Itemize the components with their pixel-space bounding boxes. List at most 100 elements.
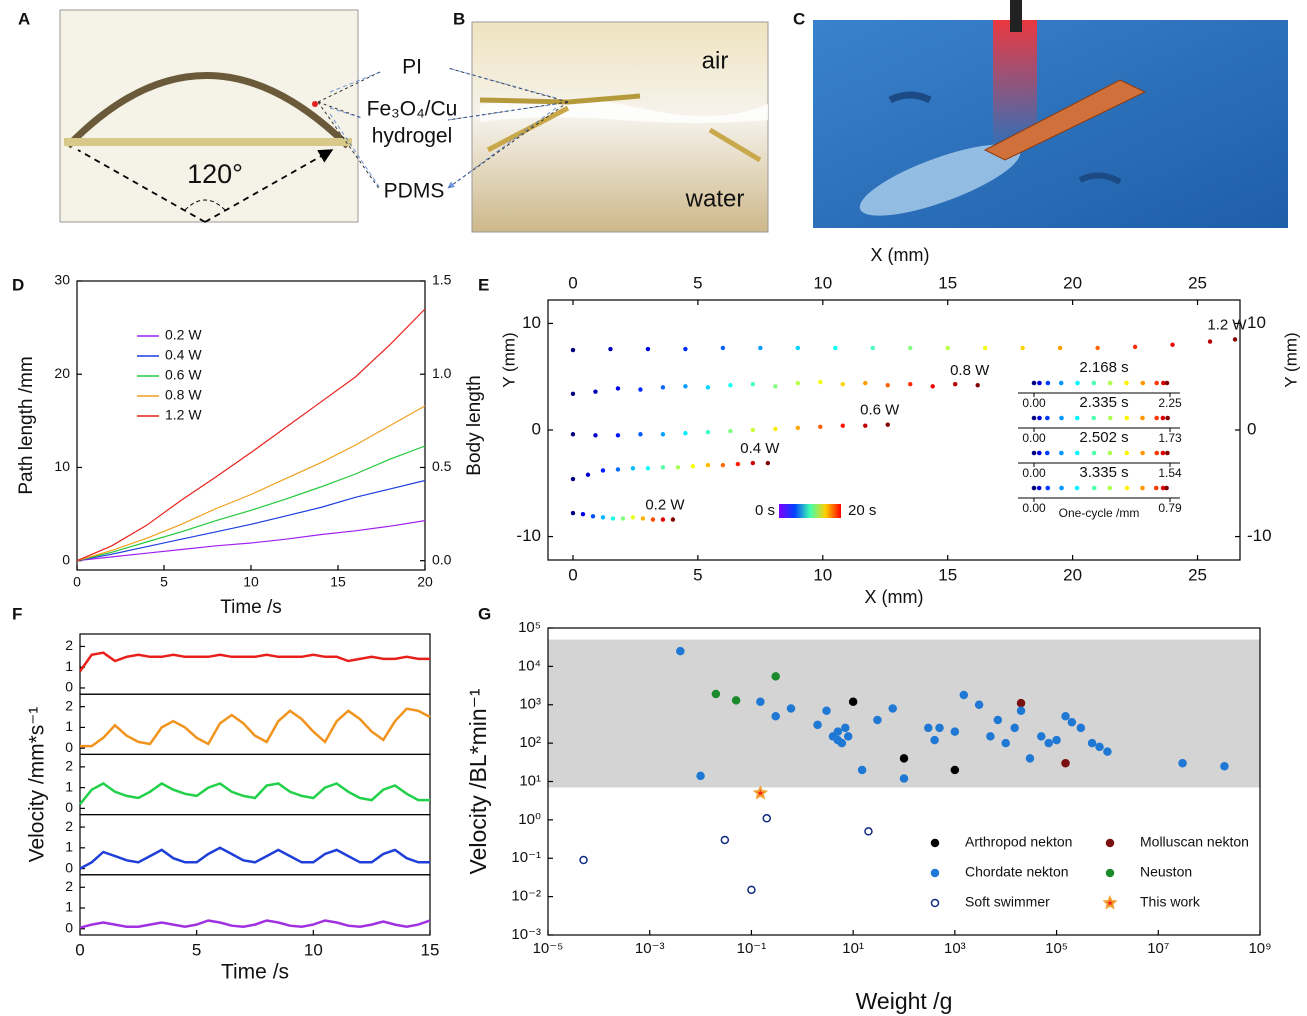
trajectory-point (593, 433, 598, 438)
trajectory-point (638, 387, 643, 392)
point (1061, 712, 1070, 721)
trajectory-point (945, 345, 950, 351)
point (813, 720, 822, 730)
photo-a: 120° (59, 9, 359, 223)
point (833, 727, 843, 736)
path-line (76, 308, 426, 562)
inset-point (1037, 415, 1042, 421)
inset-tick-label: 1.73 (1158, 431, 1182, 445)
photo-frame (471, 21, 769, 233)
point (1016, 698, 1026, 708)
inset-point (1091, 380, 1097, 386)
inset-tick-label: 0.00 (1022, 396, 1046, 410)
trajectory-point (1132, 344, 1138, 350)
trajectory-point (670, 517, 676, 522)
point (579, 855, 588, 865)
inset-point (1124, 415, 1130, 421)
tick-label: 0 (65, 799, 73, 815)
trajectory-point (660, 432, 666, 437)
legend-label: Chordate nekton (965, 864, 1069, 880)
swimmer (983, 79, 1147, 161)
trajectory-point (750, 427, 756, 433)
tick-label: 1.5 (432, 272, 452, 288)
inset-point (1124, 380, 1129, 386)
trajectory-point (795, 380, 801, 386)
point (1037, 732, 1046, 741)
series-label: 0.4 W (740, 440, 780, 457)
flat-strip (64, 138, 352, 146)
inset-row-label: 2.335 s (1079, 394, 1128, 411)
point (950, 727, 960, 736)
trajectory-point (615, 386, 621, 391)
inset-point (1058, 380, 1064, 386)
fish (1078, 172, 1122, 185)
layer-labels: PI Fe₃O₄/Cu hydrogel PDMS (317, 56, 569, 203)
tick-label: 15 (330, 574, 346, 590)
inset-point (1031, 450, 1037, 456)
legend-marker (930, 868, 940, 878)
inset-point (1107, 380, 1113, 386)
tick-label: 10⁵ (518, 619, 541, 636)
tick-label: 10¹ (519, 772, 541, 789)
tick-label: 0 (65, 859, 73, 875)
trajectory-point (735, 461, 741, 467)
path-line (76, 520, 426, 562)
trajectory-point (593, 389, 598, 394)
trajectory-point (1170, 342, 1175, 347)
point (1095, 742, 1104, 752)
point (888, 704, 897, 713)
inset-point (1153, 485, 1159, 491)
point (899, 774, 909, 783)
tick-label: 0 (65, 739, 73, 755)
point (756, 697, 765, 706)
strip (486, 105, 570, 153)
series-label: 0.8 W (950, 362, 990, 379)
trajectory-point (720, 462, 726, 468)
wake (859, 144, 1021, 216)
trajectory-point (953, 381, 958, 387)
inset-point (1160, 450, 1166, 456)
tick-label: 1 (65, 718, 73, 734)
x-axis-label: Time /s (220, 597, 282, 618)
inset-point (1074, 415, 1080, 421)
point (1025, 754, 1035, 763)
trajectory-point (683, 430, 688, 436)
inset-row-label: 3.335 s (1079, 464, 1128, 481)
inset-point (1140, 415, 1145, 421)
colorbar-label: 0 s (755, 502, 775, 519)
trajectory-point (720, 345, 726, 351)
tick-label: 2 (65, 878, 73, 894)
point (857, 765, 867, 775)
inset-point (1031, 415, 1037, 421)
trajectory-point (750, 460, 756, 466)
point (950, 765, 960, 775)
point-star (752, 785, 769, 800)
velocity-line (79, 782, 430, 805)
inset-point (1164, 380, 1170, 386)
tick-label: 0 (65, 919, 73, 935)
tick-label: 0 (532, 419, 541, 438)
panel-label: B (453, 9, 465, 28)
legend-label: This work (1140, 894, 1201, 910)
trajectory-point (638, 432, 643, 437)
point (1044, 738, 1053, 748)
tick-label: 25 (1188, 273, 1207, 292)
inset-axis-label: One-cycle /mm (1059, 506, 1140, 520)
trajectory-point (570, 476, 576, 482)
point (1016, 706, 1026, 715)
inset-point (1160, 485, 1166, 491)
legend-label: 0.2 W (165, 327, 202, 343)
tick-label: 5 (693, 565, 702, 584)
trajectory-point (728, 428, 733, 434)
inset-point (1091, 485, 1097, 491)
tick-label: 10 (54, 458, 70, 474)
bent-strip (65, 72, 351, 149)
inset-point (1124, 450, 1130, 456)
trajectory-point (975, 383, 980, 388)
marker-dot (312, 101, 318, 107)
inset-point (1154, 415, 1159, 421)
layer-label: PI (402, 56, 422, 79)
axis-label: Velocity /BL*min⁻¹ (465, 688, 491, 874)
panel-label: C (793, 9, 805, 28)
tick-label: 30 (54, 272, 70, 288)
